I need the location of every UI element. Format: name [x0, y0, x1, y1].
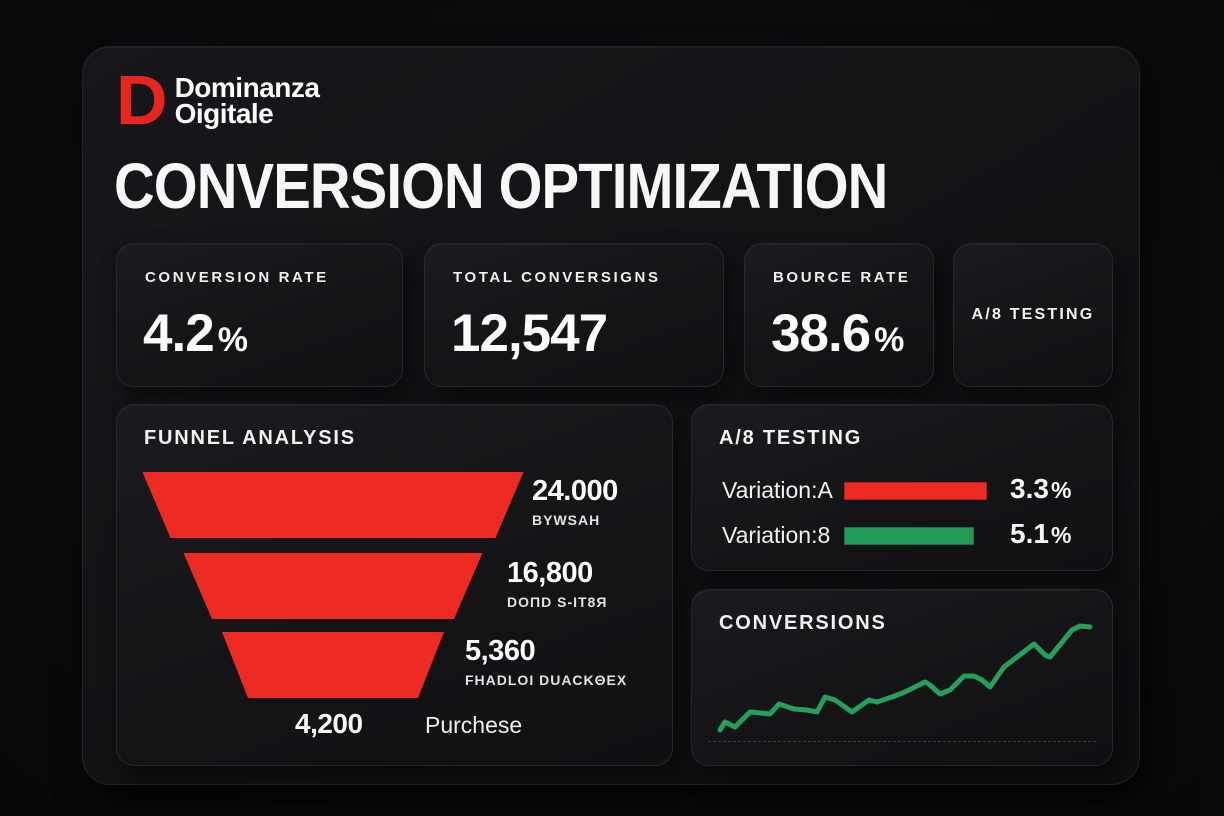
brand-logo: D Dominanza Oigitale — [116, 61, 320, 139]
funnel-level-3-shape — [222, 632, 444, 698]
funnel-value: 5,360 — [465, 635, 536, 667]
funnel-level-2-label: 16,800 DOΠD S-IT8Я — [507, 557, 607, 610]
stat-card-conversion-rate: CONVERSION RATE 4.2% — [116, 243, 403, 387]
funnel-sublabel: DOΠD S-IT8Я — [507, 594, 608, 610]
funnel-analysis-card: FUNNEL ANALYSIS 24.000 BYWSAH 16,800 DOΠ… — [116, 404, 673, 766]
ab-bar-variation-a — [844, 482, 987, 500]
ab-testing-title: A/8 TESTING — [719, 427, 863, 449]
brand-name: Dominanza Oigitale — [174, 72, 320, 129]
ab-row-label: Variation:A — [722, 477, 833, 503]
stat-label: CONVERSION RATE — [145, 269, 329, 286]
conversions-line-chart — [717, 623, 1093, 733]
funnel-level-3-label: 5,360 FHADLOI DUACKΘEX — [465, 635, 627, 688]
stat-label: A/8 TESTING — [971, 306, 1095, 323]
stat-label: BOURCE RATE — [773, 269, 911, 286]
stat-card-bounce-rate: BOURCE RATE 38.6% — [744, 243, 934, 387]
stat-suffix: % — [874, 321, 904, 359]
logo-d-icon: D — [116, 61, 168, 139]
chart-baseline — [708, 741, 1096, 742]
page-title: CONVERSION OPTIMIZATION — [114, 150, 888, 222]
conversions-title: CONVERSIONS — [719, 612, 887, 634]
stat-value: 38.6% — [771, 304, 904, 363]
conversions-trend-line — [717, 623, 1093, 733]
stat-label: TOTAL CONVERSIGNS — [453, 269, 661, 286]
funnel-level-1-shape — [142, 472, 524, 538]
ab-row-value: 5.1% — [1010, 518, 1072, 549]
ab-row-label: Variation:8 — [722, 522, 831, 548]
funnel-sublabel: FHADLOI DUACKΘEX — [465, 672, 628, 688]
funnel-sublabel: BYWSAH — [532, 512, 601, 528]
dashboard-panel: D Dominanza Oigitale CONVERSION OPTIMIZA… — [82, 46, 1140, 785]
stat-value: 4.2% — [143, 304, 248, 363]
brand-name-line1: Dominanza — [174, 72, 320, 103]
funnel-value: 24.000 — [532, 475, 618, 507]
ab-row-value: 3.3% — [1010, 473, 1072, 504]
funnel-bottom-label: Purchese — [425, 712, 523, 738]
funnel-level-1-label: 24.000 BYWSAH — [532, 475, 618, 528]
funnel-level-2-shape — [183, 553, 483, 619]
stat-card-ab-testing: A/8 TESTING — [953, 243, 1113, 387]
stat-value: 12,547 — [451, 304, 608, 363]
funnel-value: 16,800 — [507, 557, 593, 589]
stat-card-total-conversions: TOTAL CONVERSIGNS 12,547 — [424, 243, 724, 387]
funnel-title: FUNNEL ANALYSIS — [144, 427, 356, 449]
stat-suffix: % — [217, 321, 248, 359]
ab-testing-card: A/8 TESTING Variation:A 3.3% Variation:8… — [691, 404, 1113, 571]
funnel-bottom-value: 4,200 — [295, 708, 363, 739]
conversions-card: CONVERSIONS — [691, 589, 1113, 766]
ab-bar-variation-b — [844, 527, 974, 545]
brand-name-line2: Oigitale — [174, 98, 274, 129]
